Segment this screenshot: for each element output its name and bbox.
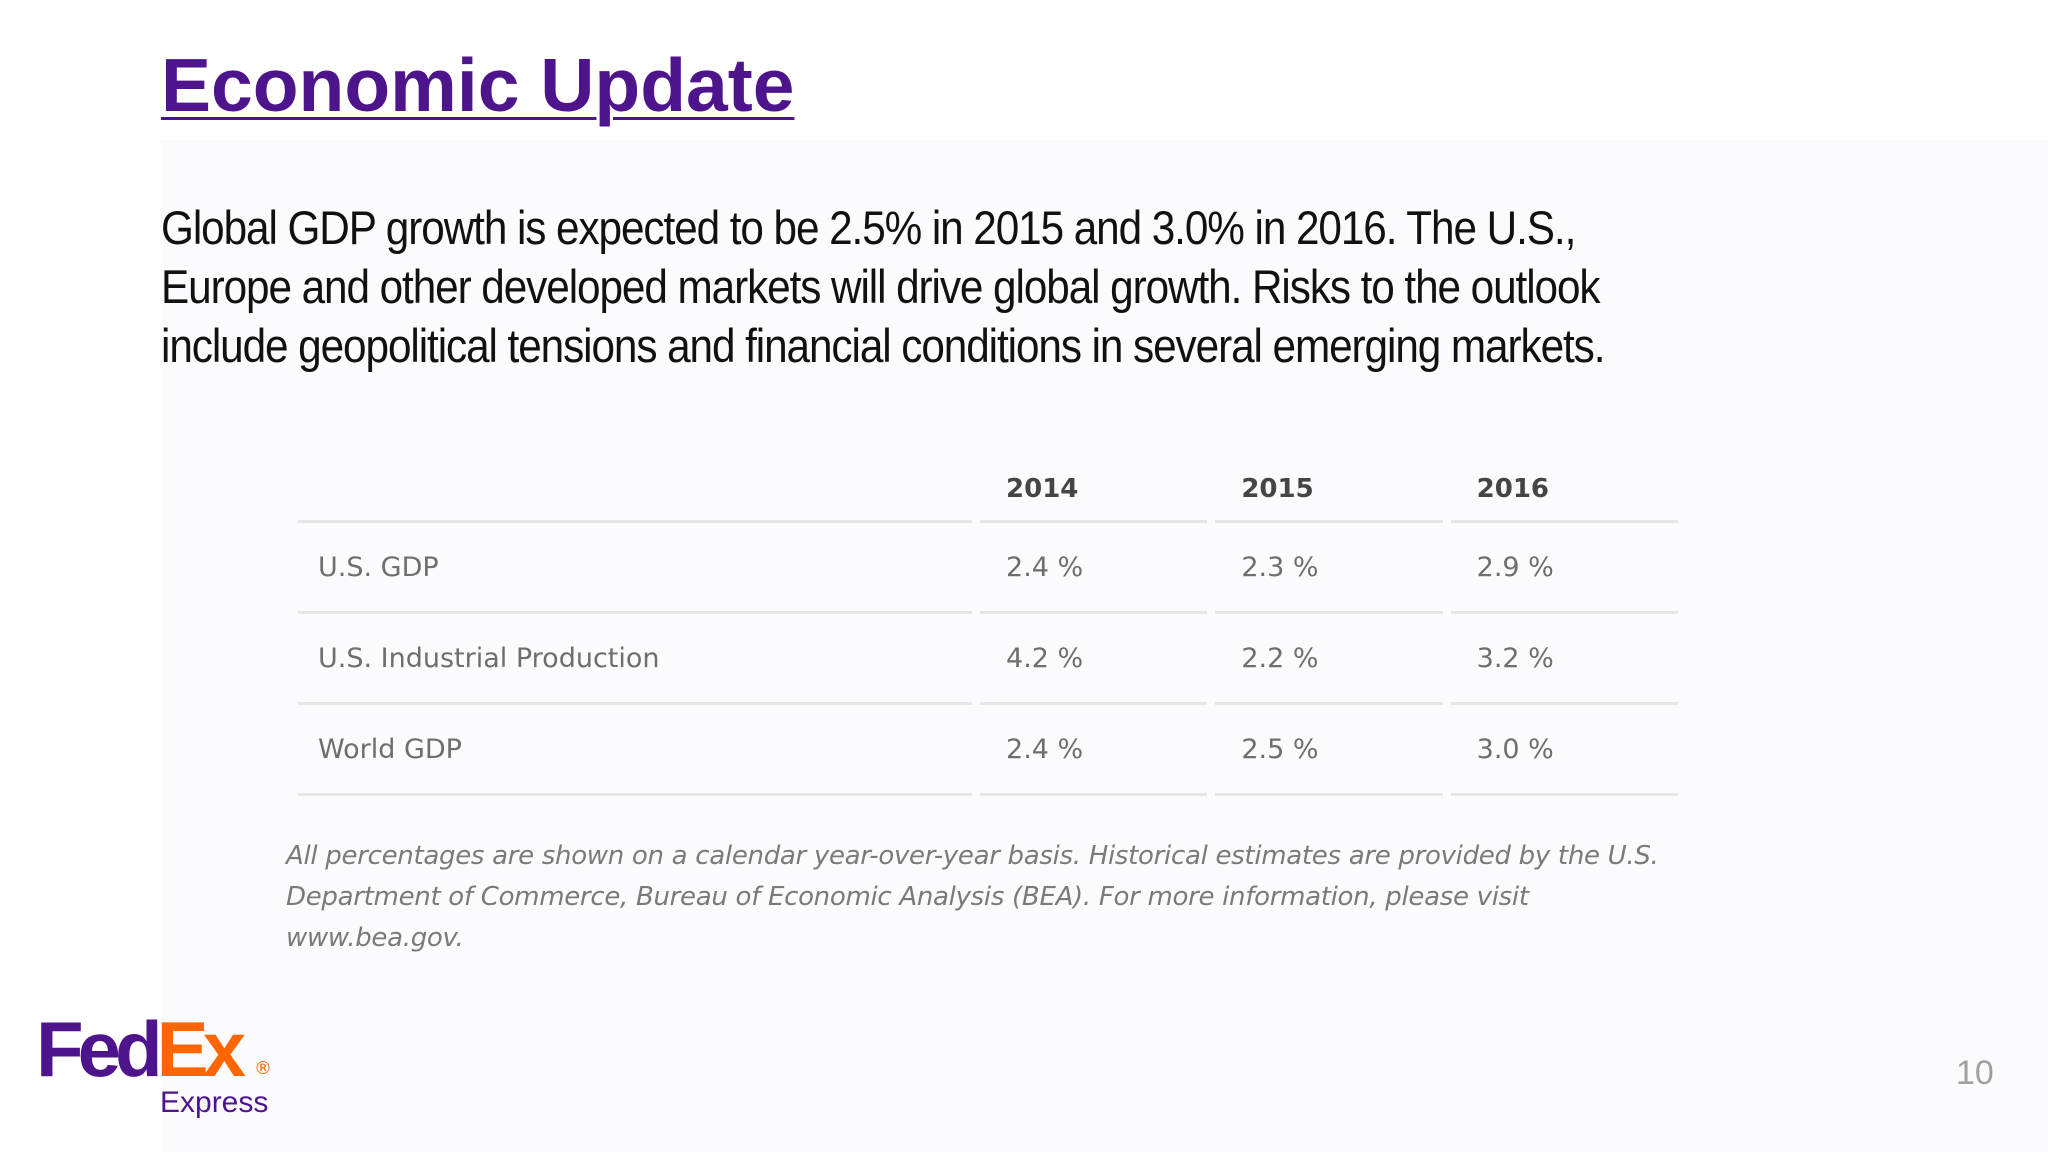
- page-number: 10: [1956, 1054, 1994, 1092]
- cell-value: 2.3 %: [1215, 523, 1443, 614]
- table-header-2015: 2015: [1215, 458, 1443, 523]
- table-row-us-industrial-production: U.S. Industrial Production 4.2 % 2.2 % 3…: [298, 614, 1678, 705]
- slide-title: Economic Update: [161, 43, 795, 127]
- cell-value: 2.4 %: [980, 523, 1208, 614]
- cell-value: 3.2 %: [1450, 614, 1678, 705]
- table-header-2016: 2016: [1450, 458, 1678, 523]
- economic-forecast-table: 2014 2015 2016 U.S. GDP 2.4 % 2.3 % 2.9 …: [290, 458, 1686, 796]
- table-row-us-gdp: U.S. GDP 2.4 % 2.3 % 2.9 %: [298, 523, 1678, 614]
- logo-subtitle: Express: [160, 1086, 269, 1119]
- cell-value: 4.2 %: [980, 614, 1208, 705]
- table-header-2014: 2014: [980, 458, 1208, 523]
- fedex-express-logo: FedEx ® Express: [36, 1008, 286, 1128]
- cell-value: 2.9 %: [1450, 523, 1678, 614]
- logo-wordmark: FedEx: [36, 1005, 246, 1093]
- row-label: World GDP: [298, 705, 973, 796]
- row-label: U.S. Industrial Production: [298, 614, 973, 705]
- summary-paragraph: Global GDP growth is expected to be 2.5%…: [161, 201, 1606, 372]
- cell-value: 2.4 %: [980, 705, 1208, 796]
- table-header-row: 2014 2015 2016: [298, 458, 1678, 523]
- logo-fed-text: Fed: [36, 1005, 163, 1093]
- table-row-world-gdp: World GDP 2.4 % 2.5 % 3.0 %: [298, 705, 1678, 796]
- registered-mark: ®: [254, 1058, 272, 1079]
- cell-value: 3.0 %: [1450, 705, 1678, 796]
- cell-value: 2.2 %: [1215, 614, 1443, 705]
- table-footnote: All percentages are shown on a calendar …: [286, 841, 1659, 953]
- logo-ex-text: Ex: [156, 1005, 246, 1093]
- content-panel: [161, 140, 2048, 1152]
- row-label: U.S. GDP: [298, 523, 973, 614]
- table-header-label: [298, 458, 973, 523]
- cell-value: 2.5 %: [1215, 705, 1443, 796]
